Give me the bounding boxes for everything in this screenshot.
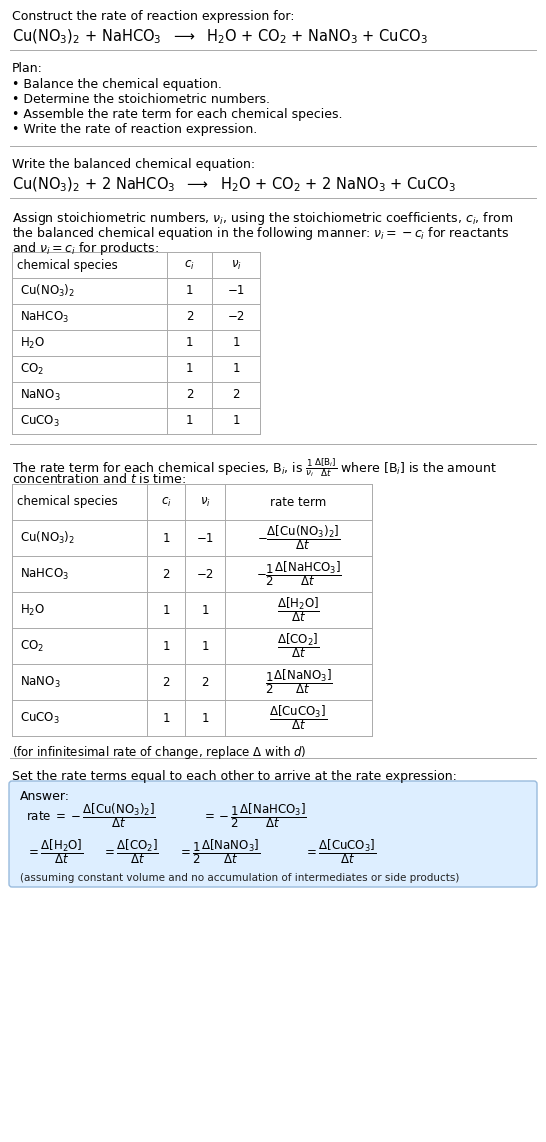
Text: 2: 2	[201, 676, 209, 689]
Text: $= \dfrac{1}{2}\dfrac{\Delta[\mathrm{NaNO_3}]}{\Delta t}$: $= \dfrac{1}{2}\dfrac{\Delta[\mathrm{NaN…	[178, 837, 260, 867]
Text: concentration and $t$ is time:: concentration and $t$ is time:	[12, 472, 186, 486]
Text: $= \dfrac{\Delta[\mathrm{CO_2}]}{\Delta t}$: $= \dfrac{\Delta[\mathrm{CO_2}]}{\Delta …	[102, 837, 159, 867]
Text: $= \dfrac{\Delta[\mathrm{CuCO_3}]}{\Delta t}$: $= \dfrac{\Delta[\mathrm{CuCO_3}]}{\Delt…	[304, 837, 376, 867]
Text: $\dfrac{1}{2}\dfrac{\Delta[\mathrm{NaNO_3}]}{\Delta t}$: $\dfrac{1}{2}\dfrac{\Delta[\mathrm{NaNO_…	[265, 668, 333, 697]
Text: • Assemble the rate term for each chemical species.: • Assemble the rate term for each chemic…	[12, 108, 342, 121]
Text: 2: 2	[186, 388, 193, 402]
Text: H$_2$O: H$_2$O	[20, 336, 45, 351]
Text: 1: 1	[186, 362, 193, 376]
Text: 1: 1	[162, 640, 170, 652]
Text: NaNO$_3$: NaNO$_3$	[20, 387, 61, 402]
Text: −2: −2	[227, 311, 245, 323]
Text: 2: 2	[186, 311, 193, 323]
Text: 1: 1	[201, 711, 209, 724]
Text: NaNO$_3$: NaNO$_3$	[20, 675, 61, 690]
Text: 1: 1	[186, 415, 193, 427]
Text: chemical species: chemical species	[17, 496, 118, 508]
Text: 2: 2	[162, 568, 170, 580]
Text: CuCO$_3$: CuCO$_3$	[20, 413, 60, 428]
FancyBboxPatch shape	[9, 781, 537, 887]
Text: Assign stoichiometric numbers, $\nu_i$, using the stoichiometric coefficients, $: Assign stoichiometric numbers, $\nu_i$, …	[12, 210, 513, 227]
Text: 1: 1	[232, 337, 240, 349]
Text: $c_i$: $c_i$	[184, 258, 195, 272]
Text: $= -\dfrac{1}{2}\dfrac{\Delta[\mathrm{NaHCO_3}]}{\Delta t}$: $= -\dfrac{1}{2}\dfrac{\Delta[\mathrm{Na…	[202, 802, 307, 830]
Text: 1: 1	[162, 711, 170, 724]
Text: • Balance the chemical equation.: • Balance the chemical equation.	[12, 78, 222, 91]
Text: 1: 1	[232, 415, 240, 427]
Text: Construct the rate of reaction expression for:: Construct the rate of reaction expressio…	[12, 10, 294, 23]
Text: $\dfrac{\Delta[\mathrm{CuCO_3}]}{\Delta t}$: $\dfrac{\Delta[\mathrm{CuCO_3}]}{\Delta …	[270, 703, 328, 732]
Text: $-\dfrac{1}{2}\dfrac{\Delta[\mathrm{NaHCO_3}]}{\Delta t}$: $-\dfrac{1}{2}\dfrac{\Delta[\mathrm{NaHC…	[256, 560, 341, 588]
Text: $\dfrac{\Delta[\mathrm{CO_2}]}{\Delta t}$: $\dfrac{\Delta[\mathrm{CO_2}]}{\Delta t}…	[277, 632, 319, 660]
Text: NaHCO$_3$: NaHCO$_3$	[20, 309, 69, 324]
Text: NaHCO$_3$: NaHCO$_3$	[20, 566, 69, 581]
Text: Cu(NO$_3$)$_2$: Cu(NO$_3$)$_2$	[20, 283, 75, 299]
Text: 1: 1	[186, 284, 193, 298]
Text: 1: 1	[201, 640, 209, 652]
Text: 2: 2	[232, 388, 240, 402]
Text: Cu(NO$_3$)$_2$ + NaHCO$_3$  $\longrightarrow$  H$_2$O + CO$_2$ + NaNO$_3$ + CuCO: Cu(NO$_3$)$_2$ + NaHCO$_3$ $\longrightar…	[12, 29, 428, 47]
Text: Write the balanced chemical equation:: Write the balanced chemical equation:	[12, 158, 255, 171]
Text: 1: 1	[162, 531, 170, 545]
Text: H$_2$O: H$_2$O	[20, 603, 45, 618]
Text: −1: −1	[197, 531, 213, 545]
Text: 1: 1	[186, 337, 193, 349]
Text: 1: 1	[232, 362, 240, 376]
Text: 2: 2	[162, 676, 170, 689]
Text: rate term: rate term	[270, 496, 327, 508]
Text: $-\dfrac{\Delta[\mathrm{Cu(NO_3)_2}]}{\Delta t}$: $-\dfrac{\Delta[\mathrm{Cu(NO_3)_2}]}{\D…	[257, 523, 340, 553]
Text: $\dfrac{\Delta[\mathrm{H_2O}]}{\Delta t}$: $\dfrac{\Delta[\mathrm{H_2O}]}{\Delta t}…	[277, 596, 320, 625]
Text: the balanced chemical equation in the following manner: $\nu_i = -c_i$ for react: the balanced chemical equation in the fo…	[12, 225, 509, 242]
Text: $\nu_i$: $\nu_i$	[200, 496, 210, 508]
Text: The rate term for each chemical species, B$_i$, is $\frac{1}{\nu_i}\frac{\Delta[: The rate term for each chemical species,…	[12, 456, 497, 478]
Text: and $\nu_i = c_i$ for products:: and $\nu_i = c_i$ for products:	[12, 240, 159, 257]
Text: −1: −1	[227, 284, 245, 298]
Text: chemical species: chemical species	[17, 258, 118, 272]
Text: Answer:: Answer:	[20, 790, 70, 803]
Text: Cu(NO$_3$)$_2$: Cu(NO$_3$)$_2$	[20, 530, 75, 546]
Text: Cu(NO$_3$)$_2$ + 2 NaHCO$_3$  $\longrightarrow$  H$_2$O + CO$_2$ + 2 NaNO$_3$ + : Cu(NO$_3$)$_2$ + 2 NaHCO$_3$ $\longright…	[12, 176, 456, 194]
Text: CuCO$_3$: CuCO$_3$	[20, 710, 60, 725]
Text: $= \dfrac{\Delta[\mathrm{H_2O}]}{\Delta t}$: $= \dfrac{\Delta[\mathrm{H_2O}]}{\Delta …	[26, 837, 84, 867]
Text: 1: 1	[162, 603, 170, 617]
Text: • Write the rate of reaction expression.: • Write the rate of reaction expression.	[12, 123, 257, 136]
Text: 1: 1	[201, 603, 209, 617]
Text: (assuming constant volume and no accumulation of intermediates or side products): (assuming constant volume and no accumul…	[20, 872, 459, 883]
Text: CO$_2$: CO$_2$	[20, 638, 44, 653]
Text: −2: −2	[197, 568, 213, 580]
Text: Set the rate terms equal to each other to arrive at the rate expression:: Set the rate terms equal to each other t…	[12, 770, 457, 783]
Text: • Determine the stoichiometric numbers.: • Determine the stoichiometric numbers.	[12, 93, 270, 106]
Text: $\nu_i$: $\nu_i$	[230, 258, 241, 272]
Text: rate $= -\dfrac{\Delta[\mathrm{Cu(NO_3)_2}]}{\Delta t}$: rate $= -\dfrac{\Delta[\mathrm{Cu(NO_3)_…	[26, 802, 156, 830]
Text: (for infinitesimal rate of change, replace $\Delta$ with $d$): (for infinitesimal rate of change, repla…	[12, 743, 306, 761]
Text: Plan:: Plan:	[12, 62, 43, 75]
Text: CO$_2$: CO$_2$	[20, 362, 44, 377]
Text: $c_i$: $c_i$	[161, 496, 171, 508]
